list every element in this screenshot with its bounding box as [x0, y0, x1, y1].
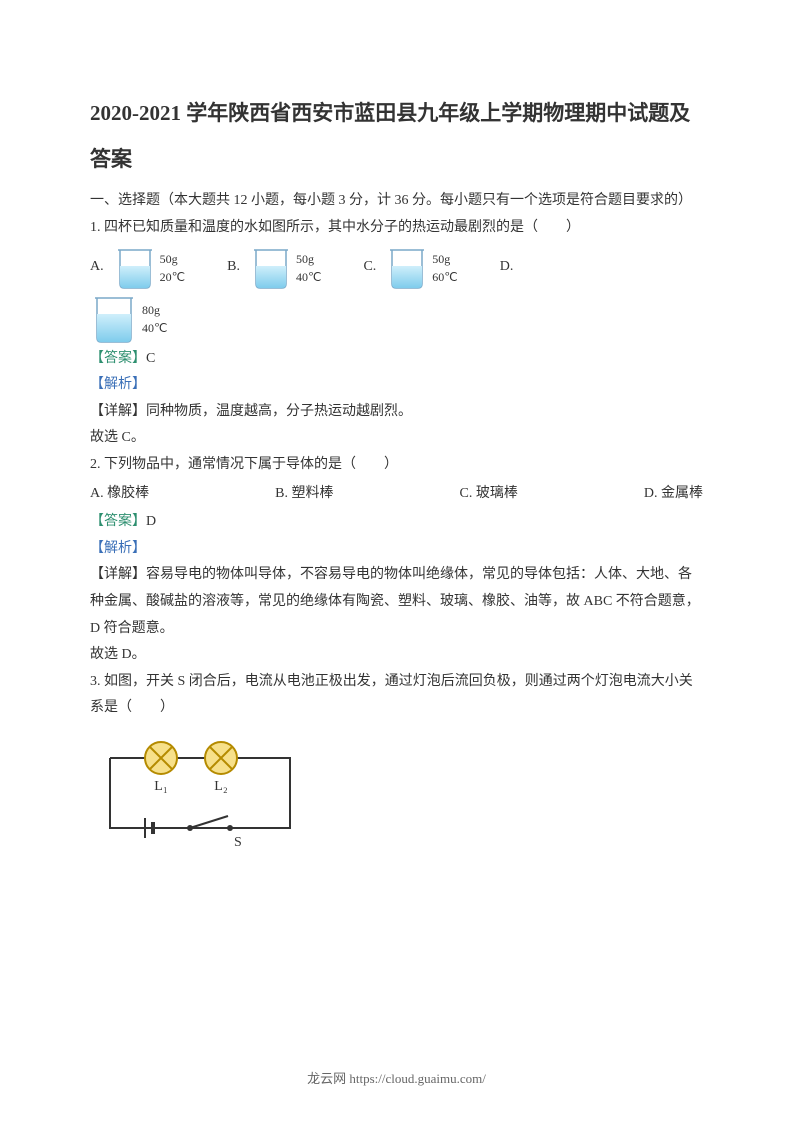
- beaker-b-mass: 50g: [296, 250, 321, 268]
- switch-label: S: [234, 835, 242, 848]
- bulb-2-label: L₂: [214, 779, 228, 794]
- page-title: 2020-2021 学年陕西省西安市蓝田县九年级上学期物理期中试题及答案: [90, 90, 703, 182]
- q1-detail: 【详解】同种物质，温度越高，分子热运动越剧烈。: [90, 399, 703, 426]
- q1-answer: 【答案】C: [90, 346, 703, 373]
- beaker-a-mass: 50g: [160, 250, 185, 268]
- q2-analysis-label: 【解析】: [90, 536, 703, 563]
- beaker-b: 50g 40℃: [250, 246, 321, 290]
- bulb-1-label: L₁: [154, 779, 167, 794]
- beaker-d-mass: 80g: [142, 301, 167, 319]
- q2-answer: 【答案】D: [90, 509, 703, 536]
- q3-stem: 3. 如图，开关 S 闭合后，电流从电池正极出发，通过灯泡后流回负极，则通过两个…: [90, 669, 703, 722]
- q1-choose: 故选 C。: [90, 425, 703, 452]
- beaker-icon: [114, 246, 156, 290]
- q1-options-row-1: A. 50g 20℃ B. 50g 40℃ C.: [90, 246, 703, 290]
- beaker-c: 50g 60℃: [386, 246, 457, 290]
- circuit-diagram-icon: L₁ L₂ S: [90, 728, 310, 848]
- q1-options-row-2: 80g 40℃: [90, 294, 703, 344]
- q1-opt-b-label: B.: [227, 254, 240, 281]
- beaker-icon: [386, 246, 428, 290]
- page-footer: 龙云网 https://cloud.guaimu.com/: [0, 1067, 793, 1092]
- q2-options: A. 橡胶棒 B. 塑料棒 C. 玻璃棒 D. 金属棒: [90, 481, 703, 508]
- beaker-a-temp: 20℃: [160, 268, 185, 286]
- beaker-d: 80g 40℃: [90, 294, 167, 344]
- beaker-icon: [250, 246, 292, 290]
- q1-analysis-label: 【解析】: [90, 372, 703, 399]
- q1-opt-d-label: D.: [500, 254, 514, 281]
- q2-choose: 故选 D。: [90, 642, 703, 669]
- section-1-heading: 一、选择题（本大题共 12 小题，每小题 3 分，计 36 分。每小题只有一个选…: [90, 188, 703, 215]
- q3-circuit: L₁ L₂ S: [90, 728, 703, 859]
- q1-answer-value: C: [146, 351, 155, 366]
- q2-opt-c: C. 玻璃棒: [460, 481, 518, 508]
- q1-opt-c-label: C.: [363, 254, 376, 281]
- beaker-b-temp: 40℃: [296, 268, 321, 286]
- q2-answer-value: D: [146, 514, 156, 529]
- q2-stem: 2. 下列物品中，通常情况下属于导体的是（ ）: [90, 452, 703, 479]
- q2-opt-a: A. 橡胶棒: [90, 481, 149, 508]
- answer-label: 【答案】: [90, 351, 146, 366]
- q1-stem: 1. 四杯已知质量和温度的水如图所示，其中水分子的热运动最剧烈的是（ ）: [90, 215, 703, 242]
- beaker-icon: [90, 294, 138, 344]
- answer-label: 【答案】: [90, 514, 146, 529]
- beaker-a: 50g 20℃: [114, 246, 185, 290]
- beaker-c-mass: 50g: [432, 250, 457, 268]
- q2-detail: 【详解】容易导电的物体叫导体，不容易导电的物体叫绝缘体，常见的导体包括：人体、大…: [90, 562, 703, 642]
- q2-opt-b: B. 塑料棒: [275, 481, 333, 508]
- q1-opt-a-label: A.: [90, 254, 104, 281]
- q2-opt-d: D. 金属棒: [644, 481, 703, 508]
- beaker-d-temp: 40℃: [142, 319, 167, 337]
- beaker-c-temp: 60℃: [432, 268, 457, 286]
